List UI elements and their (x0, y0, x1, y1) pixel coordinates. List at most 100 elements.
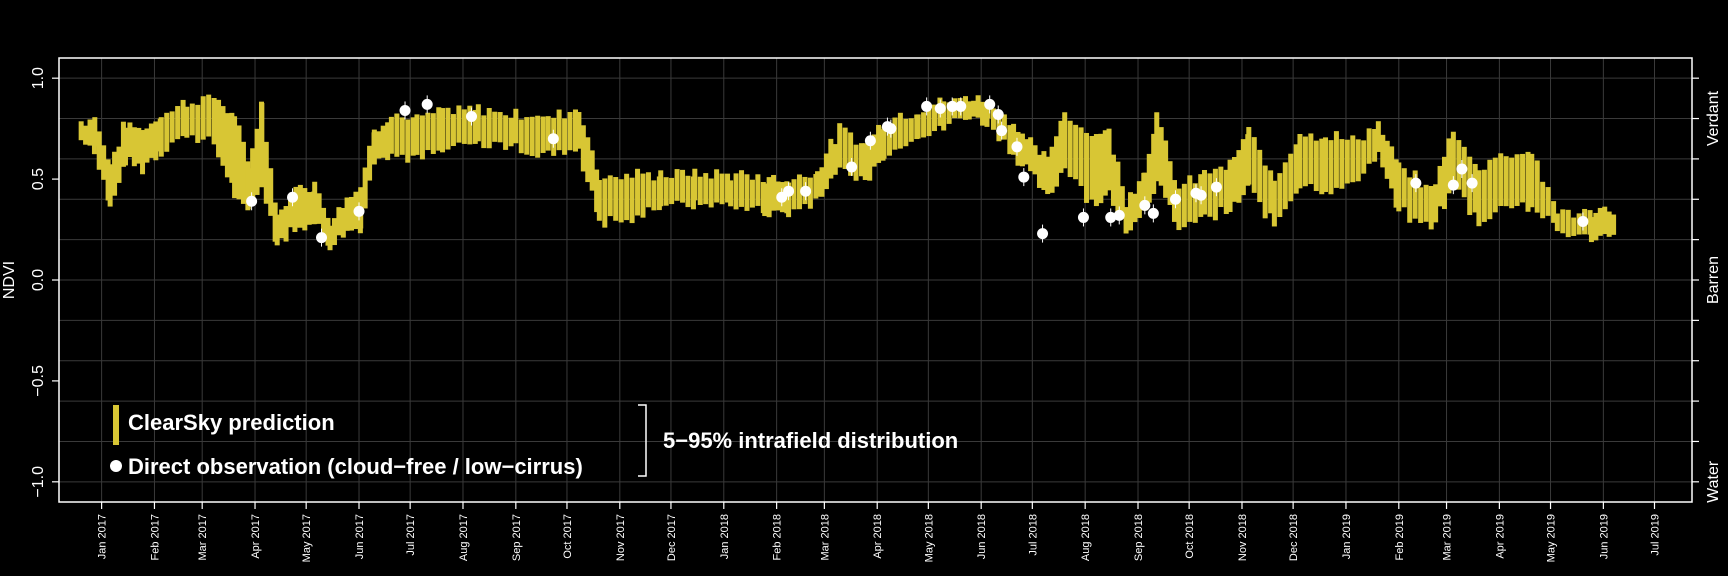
observation-point (1037, 228, 1049, 240)
prediction-bar (229, 112, 235, 183)
prediction-bar (436, 107, 442, 151)
prediction-bar (302, 188, 308, 231)
prediction-bar (1450, 131, 1456, 187)
prediction-bar (572, 109, 578, 152)
observation-point (399, 104, 411, 116)
prediction-bar (1271, 180, 1277, 227)
prediction-bar (1207, 173, 1213, 217)
prediction-bar (719, 173, 725, 205)
prediction-bar (1293, 144, 1299, 194)
prediction-bar (1032, 145, 1038, 175)
prediction-bar (867, 137, 873, 181)
prediction-bar (602, 178, 608, 228)
prediction-bar (613, 177, 619, 221)
prediction-bar (1437, 165, 1443, 207)
y-tick-label: 0.0 (30, 269, 47, 291)
observation-points (246, 95, 1589, 247)
prediction-bar (508, 117, 514, 147)
prediction-bar (1119, 186, 1125, 219)
observation-point (984, 98, 996, 110)
legend-bracket (638, 404, 647, 477)
prediction-bar (1297, 133, 1303, 189)
prediction-bar (1606, 211, 1612, 237)
prediction-bar (881, 126, 887, 159)
prediction-bar (645, 172, 651, 208)
prediction-bar (1282, 162, 1288, 210)
prediction-bar (908, 118, 914, 142)
prediction-bar (1551, 201, 1557, 223)
prediction-bar (1401, 168, 1407, 208)
prediction-bar (1146, 153, 1152, 203)
prediction-bar (1136, 181, 1142, 218)
prediction-bar (1049, 146, 1055, 193)
prediction-bar (263, 141, 269, 204)
x-tick-label: Jul 2019 (1649, 514, 1661, 556)
x-tick-label: Feb 2017 (149, 514, 161, 560)
prediction-bar (862, 143, 868, 181)
prediction-bar (580, 125, 586, 172)
prediction-bar (497, 112, 503, 143)
prediction-bar (456, 105, 462, 143)
x-tick-label: May 2017 (301, 514, 313, 562)
prediction-bar (472, 109, 478, 144)
prediction-bar (224, 113, 230, 178)
prediction-bar (1540, 181, 1546, 219)
prediction-bar (445, 107, 451, 150)
prediction-bar (376, 131, 382, 159)
x-tick-label: May 2019 (1546, 514, 1558, 562)
prediction-bar (697, 176, 703, 206)
observation-point (864, 135, 876, 147)
x-tick-label: Jun 2017 (354, 514, 366, 559)
prediction-bar (1227, 159, 1233, 213)
prediction-bar (725, 173, 731, 203)
observation-point (1113, 209, 1125, 221)
x-tick-label: Oct 2018 (1184, 514, 1196, 559)
prediction-bar (287, 195, 293, 228)
x-tick-label: Mar 2018 (819, 514, 831, 560)
prediction-bar (1054, 136, 1060, 187)
prediction-bar (921, 112, 927, 138)
prediction-bar (78, 121, 84, 141)
prediction-bar (1339, 139, 1345, 189)
prediction-bar (245, 168, 251, 209)
prediction-bar (1007, 125, 1013, 155)
prediction-bar (594, 169, 600, 213)
prediction-bar (419, 115, 425, 160)
prediction-bar (1481, 169, 1487, 222)
prediction-bar (1181, 183, 1187, 228)
prediction-bar (371, 129, 377, 165)
observation-point (1466, 177, 1478, 189)
prediction-bar (1045, 156, 1051, 195)
prediction-bar (708, 178, 714, 208)
x-tick-label: Sep 2017 (511, 514, 523, 561)
prediction-bar (1067, 120, 1073, 178)
x-tick-label: Aug 2018 (1080, 514, 1092, 561)
x-tick-label: Nov 2018 (1237, 514, 1249, 561)
prediction-bar (1571, 217, 1577, 236)
prediction-bar (1503, 156, 1509, 207)
prediction-bar (535, 115, 541, 158)
y-tick-label: 1.0 (30, 67, 47, 89)
observation-point (946, 100, 958, 112)
prediction-bar (624, 173, 630, 221)
prediction-bar (1554, 213, 1560, 232)
prediction-bar (1106, 128, 1112, 191)
prediction-bar (1028, 137, 1034, 172)
prediction-bar (486, 108, 492, 149)
prediction-bar (164, 112, 170, 152)
prediction-bar (1308, 133, 1314, 185)
prediction-bar (1441, 156, 1447, 210)
prediction-bar (1545, 187, 1551, 216)
prediction-bar (886, 125, 892, 156)
prediction-bar (871, 134, 877, 167)
prediction-bar (385, 122, 391, 161)
prediction-bar (1236, 150, 1242, 203)
observation-point (1456, 163, 1468, 175)
prediction-bar (1380, 134, 1386, 168)
prediction-bar (576, 112, 582, 149)
prediction-bar (1529, 153, 1535, 208)
prediction-bar (1446, 138, 1452, 194)
prediction-bar (1593, 212, 1599, 241)
x-axis: Jan 2017 Feb 2017 Mar 2017 Apr 2017 May 2017… (97, 502, 1661, 562)
prediction-bar (1089, 135, 1095, 200)
